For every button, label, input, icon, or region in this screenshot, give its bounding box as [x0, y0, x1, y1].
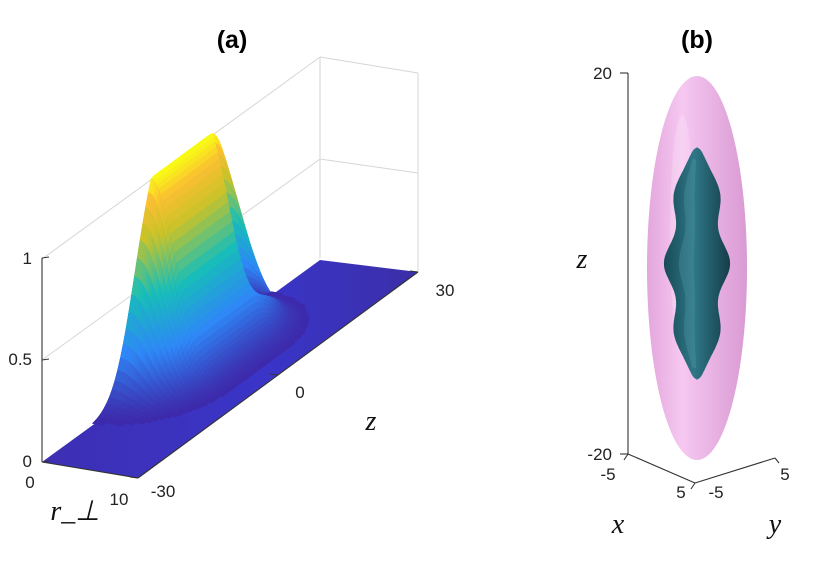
y-tick-label-5: 5 — [780, 465, 789, 484]
surface-patch — [92, 420, 96, 424]
panel-a-axes — [41, 256, 419, 479]
y-tick-mark-5 — [774, 457, 780, 464]
x-tick-mark-5 — [690, 482, 696, 490]
r-perp-tick-label-10: 10 — [110, 490, 129, 509]
z-tick-mark-minus30 — [129, 476, 139, 479]
panel-a: (a) 1 0.5 0 0 — [8, 26, 454, 527]
height-tick-mark-1 — [41, 256, 50, 259]
z-tick-mark-0 — [269, 373, 279, 376]
z-tick-mark-30 — [409, 270, 419, 273]
z-tick-label-20: 20 — [593, 64, 612, 83]
surface-mesh — [91, 132, 312, 427]
height-tick-label-0: 0 — [23, 452, 32, 471]
height-tick-label-0-5: 0.5 — [8, 350, 32, 369]
z-tick-label-0: 0 — [295, 383, 304, 402]
z-tick-label-minus30: -30 — [151, 482, 176, 501]
z-axis-label-a: z — [365, 406, 377, 437]
height-tick-label-1: 1 — [23, 249, 32, 268]
y-axis-label-b: y — [766, 509, 782, 540]
z-axis-label-b: z — [576, 244, 588, 275]
x-tick-mark-minus5 — [623, 453, 629, 461]
back-wall-mid-grid-right — [319, 158, 419, 174]
panel-b: (b) 20 -20 -5 5 -5 5 z x y — [576, 26, 790, 540]
inner-isosurface-highlight — [678, 158, 697, 369]
z-tick-label-minus20: -20 — [587, 445, 612, 464]
panel-a-title: (a) — [217, 26, 248, 54]
x-tick-label-minus5: -5 — [600, 465, 615, 484]
z-tick-label-30: 30 — [436, 281, 455, 300]
x-tick-label-5: 5 — [676, 483, 685, 502]
r-perp-axis-line — [41, 461, 139, 479]
panel-b-title: (b) — [681, 26, 713, 54]
r-perp-axis-label: r_⊥ — [50, 496, 99, 527]
y-tick-label-minus5: -5 — [708, 483, 723, 502]
x-axis-line-b — [627, 453, 696, 484]
back-wall-top-right-edge — [319, 56, 419, 74]
r-perp-tick-label-0: 0 — [25, 473, 34, 492]
inner-isosurface — [663, 147, 731, 380]
y-axis-line-b — [694, 457, 776, 484]
height-tick-mark-0-5 — [41, 358, 50, 361]
x-axis-label-b: x — [611, 509, 625, 540]
